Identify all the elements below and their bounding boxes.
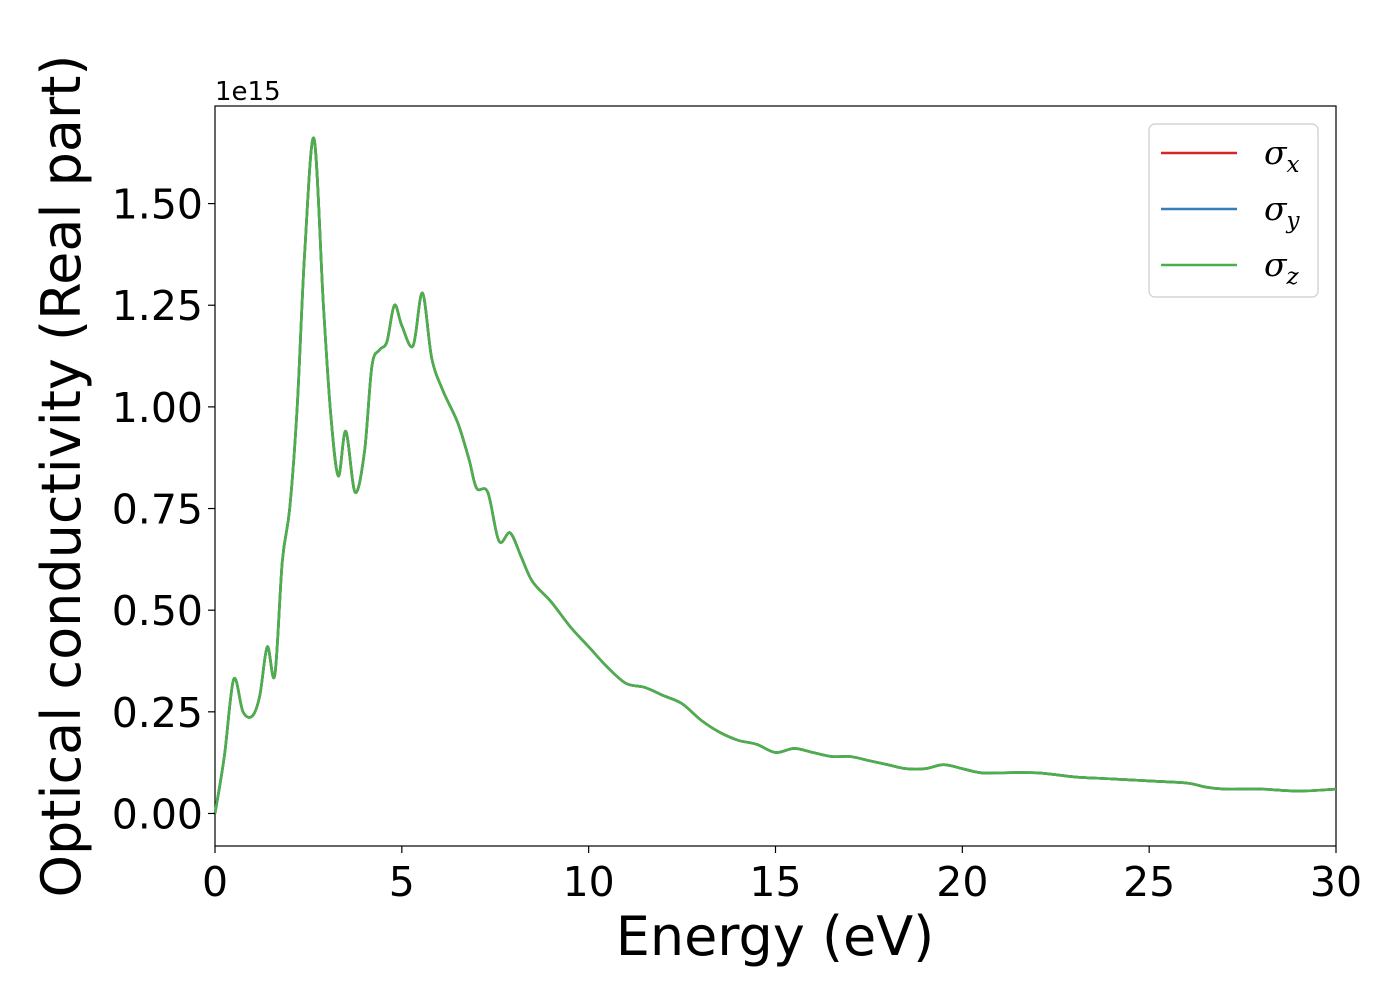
y-tick-label: 1.00	[112, 384, 203, 432]
y-tick-label: 0.75	[112, 486, 203, 534]
x-axis-title: Energy (eV)	[616, 905, 935, 968]
x-tick-label: 5	[389, 858, 415, 906]
legend-label-x: σx	[1264, 133, 1300, 178]
x-tick-label: 20	[936, 858, 988, 906]
y-offset-label: 1e15	[215, 77, 281, 107]
x-axis-ticks: 0 5 10 15 20 25 30	[202, 846, 1362, 906]
x-tick-label: 0	[202, 858, 228, 906]
series-line-σz	[213, 136, 1337, 814]
x-tick-label: 25	[1123, 858, 1175, 906]
y-tick-label: 0.00	[112, 790, 203, 838]
x-tick-label: 15	[749, 858, 801, 906]
y-tick-label: 0.25	[112, 689, 203, 737]
legend: σx σy σz	[1148, 123, 1319, 298]
legend-box	[1148, 123, 1319, 298]
y-axis-ticks: 0.00 0.25 0.50 0.75 1.00 1.25 1.50	[112, 181, 215, 838]
legend-label-z: σz	[1264, 245, 1300, 290]
legend-label-y: σy	[1264, 189, 1301, 234]
y-tick-label: 1.25	[112, 282, 203, 330]
y-tick-label: 0.50	[112, 587, 203, 635]
series-group	[213, 136, 1337, 814]
x-tick-label: 10	[563, 858, 615, 906]
x-tick-label: 30	[1310, 858, 1362, 906]
y-axis-title: Optical conductivity (Real part)	[30, 55, 93, 898]
y-tick-label: 1.50	[112, 181, 203, 229]
